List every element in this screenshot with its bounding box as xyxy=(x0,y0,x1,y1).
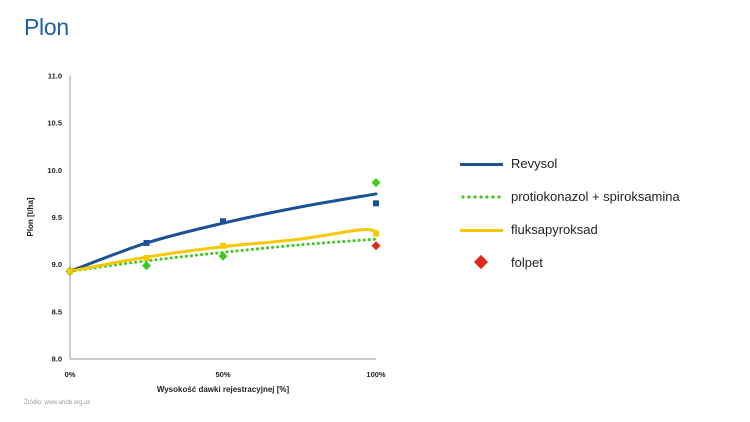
legend-item-folpet: folpet xyxy=(460,246,680,279)
legend-swatch-fluksapyroksad xyxy=(460,223,503,237)
series-markers xyxy=(65,178,381,276)
legend-diamond-icon xyxy=(473,254,489,269)
slide-title: Plon xyxy=(24,14,69,40)
data-point-revysol xyxy=(373,200,379,207)
y-tick-label: 9.0 xyxy=(52,260,62,269)
data-point-fluksapyroksad xyxy=(67,268,73,275)
legend-label-protiokonazol: protiokonazol + spiroksamina xyxy=(511,189,680,204)
y-tick-label: 10.5 xyxy=(47,119,62,128)
x-tick-labels: 0% 50% 100% xyxy=(65,370,386,379)
y-tick-label: 11.0 xyxy=(48,72,62,81)
x-tick-label: 100% xyxy=(366,370,386,379)
y-tick-label: 10.0 xyxy=(47,166,62,175)
y-tick-label: 9.5 xyxy=(52,213,62,222)
y-axis-label: Plon [t/ha] xyxy=(26,197,35,236)
legend-line-revysol xyxy=(460,162,503,166)
legend-label-revysol: Revysol xyxy=(511,156,558,171)
data-point-fluksapyroksad xyxy=(220,242,226,249)
legend-dots-protiokonazol xyxy=(460,194,503,199)
x-tick-label: 50% xyxy=(215,370,230,379)
legend-swatch-revysol xyxy=(460,157,503,171)
legend-item-fluksapyroksad: fluksapyroksad xyxy=(460,213,680,246)
source-note: Źródło: www.ahdb.org.uk xyxy=(24,400,91,406)
legend-label-folpet: folpet xyxy=(511,255,543,270)
legend-item-revysol: Revysol xyxy=(460,147,680,180)
data-point-fluksapyroksad xyxy=(373,230,379,237)
y-tick-label: 8.5 xyxy=(52,307,62,316)
data-point-protiokonazol-spiroksamina xyxy=(218,251,228,261)
legend-label-fluksapyroksad: fluksapyroksad xyxy=(511,222,598,237)
legend-item-protiokonazol: protiokonazol + spiroksamina xyxy=(460,180,680,213)
data-point-folpet xyxy=(371,241,381,251)
data-point-protiokonazol-spiroksamina xyxy=(142,261,151,271)
legend-swatch-folpet xyxy=(460,254,503,270)
y-tick-label: 8.0 xyxy=(52,355,62,364)
data-point-revysol xyxy=(143,239,150,246)
series-line-fluksapyroksad xyxy=(68,227,378,273)
x-tick-label: 0% xyxy=(65,370,76,379)
legend-line-fluksapyroksad xyxy=(460,228,503,232)
legend-swatch-protiokonazol xyxy=(460,190,503,204)
legend: Revysol protiokonazol + spiroksamina flu… xyxy=(460,147,680,279)
y-tick-labels: 8.0 8.5 9.0 9.5 10.0 10.5 11.0 xyxy=(47,72,62,364)
data-point-revysol xyxy=(220,218,226,225)
data-point-protiokonazol-spiroksamina xyxy=(371,178,381,188)
x-axis-label: Wysokość dawki rejestracyjnej [%] xyxy=(157,385,290,394)
data-point-fluksapyroksad xyxy=(143,255,150,262)
